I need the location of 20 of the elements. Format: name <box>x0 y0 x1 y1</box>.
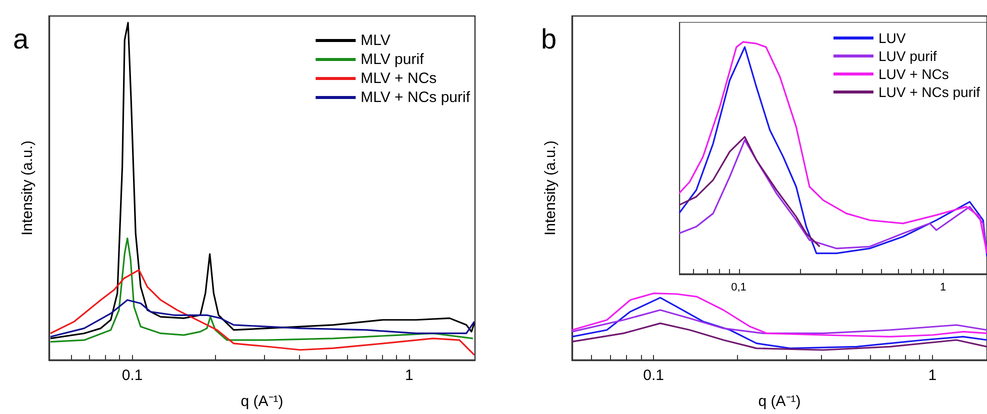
legend-label: LUV + NCs purif <box>878 84 980 100</box>
x-tick-label: 0,1 <box>731 282 746 294</box>
legend-label: MLV <box>360 32 390 49</box>
x-tick-label: 1 <box>940 282 946 294</box>
legend-label: MLV + NCs <box>360 70 437 87</box>
y-axis-title: Intensity (a.u.) <box>542 140 559 236</box>
legend-label: LUV + NCs <box>878 66 949 82</box>
x-tick-label: 1 <box>928 367 937 384</box>
legend-label: LUV purif <box>878 48 937 64</box>
chart-title: b <box>541 24 557 54</box>
legend-label: MLV + NCs purif <box>360 89 471 106</box>
x-tick-label: 0.1 <box>122 367 143 384</box>
y-axis-title: Intensity (a.u.) <box>19 140 36 236</box>
x-axis-title: q (A⁻¹) <box>240 393 284 410</box>
x-tick-label: 1 <box>404 367 414 384</box>
legend-label: MLV purif <box>360 51 425 68</box>
x-tick-label: 0.1 <box>643 367 664 384</box>
x-axis-title: q (A⁻¹) <box>758 393 801 410</box>
legend-label: LUV <box>878 30 906 46</box>
chart-title: a <box>13 24 29 54</box>
